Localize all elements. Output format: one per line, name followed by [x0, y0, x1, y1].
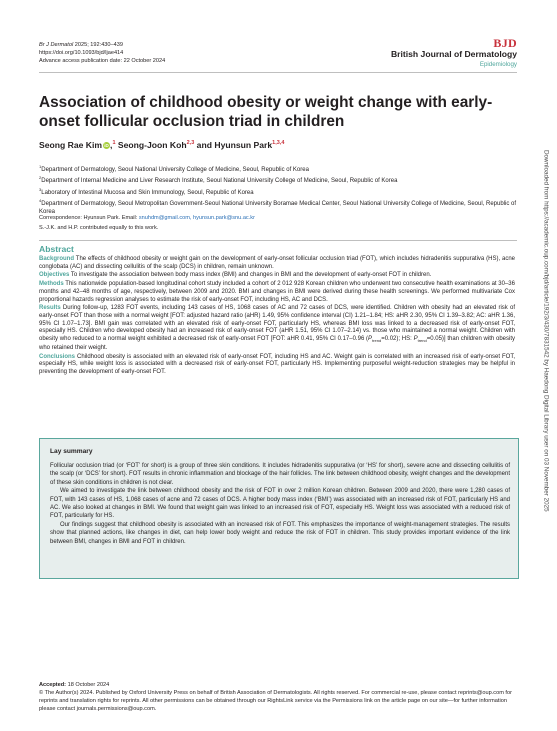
journal-logo: BJD — [493, 36, 517, 50]
article-section: Epidemiology — [479, 61, 517, 68]
author-affil-sup: 1 — [112, 140, 116, 147]
affiliation-item: 3Laboratory of Intestinal Mucosa and Ski… — [39, 186, 254, 196]
abstract-section: Background The effects of childhood obes… — [39, 256, 516, 270]
author-affil-sup: 1,3,4 — [272, 140, 285, 147]
correspondence: Correspondence: Hyunsun Park. Email: snu… — [39, 215, 255, 221]
lay-summary-heading: Lay summary — [50, 448, 93, 455]
abstract-section: Methods This nationwide population-based… — [39, 281, 515, 303]
download-sidebar: Downloaded from https://academic.oup.com… — [541, 150, 551, 690]
lay-summary-body: Follicular occlusion triad (or ‘FOT’ for… — [50, 462, 510, 546]
doi-link[interactable]: https://doi.org/10.1093/bjd/ljae414 — [39, 50, 124, 56]
email-links[interactable]: snuhdm@gmail.com, hyunsun.park@snu.ac.kr — [138, 215, 255, 221]
affiliation-item: 4Department of Dermatology, Seoul Metrop… — [39, 197, 517, 216]
contribution-note: S.-J.K. and H.P. contributed equally to … — [39, 225, 159, 231]
author-name[interactable]: Hyunsun Park — [214, 140, 273, 150]
citation-journal: Br J Dermatol — [39, 42, 74, 48]
accepted-date: Accepted: 18 October 2024 — [39, 682, 110, 688]
abstract-heading: Abstract — [39, 244, 74, 254]
abstract-divider — [39, 240, 517, 241]
citation-volume: 2025; 192:430–439 — [73, 42, 123, 48]
publication-footer: Accepted: 18 October 2024 © The Author(s… — [39, 681, 519, 713]
journal-masthead: BJD British Journal of Dermatology Epide… — [391, 37, 517, 69]
journal-name: British Journal of Dermatology — [390, 49, 517, 59]
author-name[interactable]: Seong Rae Kim — [39, 140, 103, 150]
author-list: Seong Rae Kim iD,1 Seong-Joon Koh2,3 and … — [39, 140, 285, 150]
affiliation-item: 2Department of Internal Medicine and Liv… — [39, 175, 398, 185]
abstract-section: Results During follow-up, 1283 FOT event… — [39, 305, 516, 351]
lay-summary-paragraph: We aimed to investigate the link between… — [50, 488, 510, 520]
header-divider — [39, 72, 517, 73]
abstract-section: Objectives To investigate the associatio… — [39, 272, 432, 279]
article-title: Association of childhood obesity or weig… — [39, 94, 493, 130]
abstract-body: Background The effects of childhood obes… — [39, 256, 515, 378]
advance-access-date: Advance access publication date: 22 Octo… — [39, 58, 166, 64]
copyright-notice: © The Author(s) 2024. Published by Oxfor… — [39, 690, 512, 712]
affiliations: 1Department of Dermatology, Seoul Nation… — [39, 163, 524, 216]
lay-summary-box — [39, 438, 519, 579]
download-notice: Downloaded from https://academic.oup.com… — [542, 150, 550, 512]
author-affil-sup: 2,3 — [186, 140, 195, 147]
author-name[interactable]: Seong-Joon Koh — [117, 140, 187, 150]
orcid-icon[interactable]: iD — [103, 142, 111, 149]
affiliation-item: 1Department of Dermatology, Seoul Nation… — [39, 164, 309, 173]
citation-block: Br J Dermatol 2025; 192:430–439 https://… — [39, 41, 165, 65]
lay-summary-paragraph: Follicular occlusion triad (or ‘FOT’ for… — [50, 463, 510, 486]
abstract-section: Conclusions Childhood obesity is associa… — [39, 353, 516, 376]
lay-summary-paragraph: Our findings suggest that childhood obes… — [50, 521, 510, 545]
